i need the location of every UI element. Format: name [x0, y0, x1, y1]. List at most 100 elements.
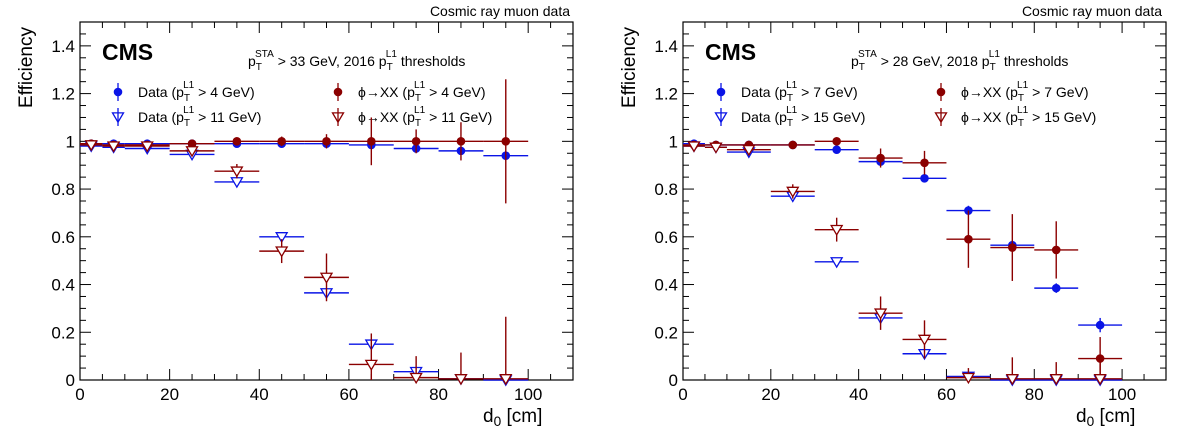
legend-label-part-0: ϕ→XX (p [961, 109, 1018, 125]
data-point [259, 136, 305, 147]
data-point [483, 79, 529, 204]
selection-label-part-1: T [859, 62, 865, 73]
legend-label-part-3: > 4 GeV) [425, 84, 485, 100]
selection-label-part-6: thresholds [1000, 53, 1068, 69]
legend-label-part-1: T [184, 93, 190, 104]
point-marker [232, 137, 242, 146]
data-point [814, 145, 859, 154]
point-marker [1008, 243, 1017, 252]
legend-label-part-3: > 7 GeV) [1028, 84, 1088, 100]
data-point [990, 214, 1035, 281]
legend-item: ϕ→XX (pT L1 > 7 GeV) [936, 80, 1089, 104]
legend-label-part-2: L1 [183, 80, 195, 91]
legend-item: ϕ→XX (pT L1 > 11 GeV) [331, 105, 492, 129]
legend-label: Data (pT L1 > 4 GeV) [138, 80, 255, 104]
data-point [1034, 362, 1079, 386]
point-marker [961, 372, 976, 385]
y-axis-label: Efficiency [619, 27, 640, 108]
point-marker [106, 141, 121, 153]
point-marker [140, 141, 154, 153]
series-2 [80, 141, 529, 387]
legend-label-part-2: L1 [786, 105, 798, 116]
point-marker [367, 137, 376, 146]
point-marker [409, 372, 423, 385]
point-marker [454, 374, 468, 386]
data-point [348, 333, 394, 380]
legend-item: Data (pT L1 > 4 GeV) [113, 80, 255, 104]
legend-label-part-0: Data (p [138, 109, 184, 125]
data-point [1078, 317, 1123, 333]
point-marker [1095, 320, 1105, 330]
legend-label-part-0: Data (p [138, 84, 184, 100]
x-tick-label: 60 [937, 385, 956, 404]
legend-label-part-1: T [1018, 118, 1024, 129]
data-point [770, 140, 815, 150]
data-point [214, 177, 260, 189]
data-point [438, 122, 484, 161]
legend-label: ϕ→XX (pT L1 > 11 GeV) [358, 105, 492, 129]
y-tick-label: 1.4 [654, 37, 678, 56]
y-tick-label: 0.4 [654, 276, 678, 295]
data-point [814, 137, 859, 146]
point-marker [501, 137, 511, 146]
data-point [946, 210, 991, 268]
x-tick-label: 80 [429, 385, 448, 404]
series-4 [80, 140, 529, 386]
data-point [902, 150, 947, 175]
point-marker [456, 137, 466, 146]
series-4 [683, 141, 1123, 386]
legend-label-part-2: L1 [183, 105, 195, 116]
y-tick-label: 0.4 [51, 276, 75, 295]
selection-label-part-0: p [248, 53, 256, 69]
x-tick-label: 20 [761, 385, 780, 404]
y-tick-label: 1 [669, 132, 678, 151]
data-point [124, 141, 170, 153]
legend-label-part-1: T [787, 93, 793, 104]
data-point [102, 141, 125, 153]
legend-label: Data (pT L1 > 11 GeV) [138, 105, 261, 129]
data-point [214, 137, 260, 146]
dataset-label: Cosmic ray muon data [1022, 3, 1162, 19]
legend-label-part-0: Data (p [741, 84, 787, 100]
legend-item: ϕ→XX (pT L1 > 4 GeV) [333, 80, 486, 104]
data-point [169, 139, 215, 149]
chart-panel-2: 0 20 40 60 80 100 0 0.2 0.4 0.6 0.8 1 1.2 1.4 Efficien… [619, 3, 1167, 429]
series-3 [683, 137, 1123, 380]
x-tick-label: 100 [1108, 385, 1136, 404]
x-tick-label: 60 [339, 385, 358, 404]
point-marker [687, 141, 701, 153]
data-point [393, 356, 439, 385]
x-tick-label: 40 [250, 385, 269, 404]
data-point [304, 134, 349, 149]
data-point [80, 140, 103, 152]
selection-label-part-5: L1 [989, 49, 1001, 60]
x-axis-label: d0 [cm] [1076, 406, 1135, 429]
legend-label-part-2: L1 [1017, 105, 1029, 116]
data-point [858, 148, 903, 168]
point-marker [185, 146, 199, 158]
y-tick-label: 0.6 [51, 228, 75, 247]
data-point [1034, 283, 1079, 293]
point-marker [319, 272, 334, 284]
legend-label-part-0: ϕ→XX (p [961, 84, 1018, 100]
point-marker [275, 246, 289, 258]
y-axis-label: Efficiency [16, 27, 37, 108]
data-point [304, 253, 349, 302]
chart-panel-1: 0 20 40 60 80 100 0 0.2 0.4 0.6 0.8 1 1.2 1.4 Efficien… [16, 3, 574, 429]
data-point [946, 368, 991, 385]
legend-label-part-3: > 11 GeV) [425, 109, 492, 125]
y-tick-label: 0 [669, 371, 678, 390]
point-marker [917, 334, 932, 346]
y-tick-label: 1.2 [51, 85, 75, 104]
selection-label-part-3: > 33 GeV, 2016 p [274, 53, 387, 69]
point-marker [709, 142, 723, 154]
data-point [214, 164, 260, 179]
point-marker [964, 234, 973, 244]
selection-label-part-3: > 28 GeV, 2018 p [877, 53, 990, 69]
x-tick-label: 0 [75, 385, 84, 404]
point-marker [873, 308, 888, 320]
y-tick-label: 0 [66, 371, 75, 390]
point-marker [832, 137, 841, 146]
